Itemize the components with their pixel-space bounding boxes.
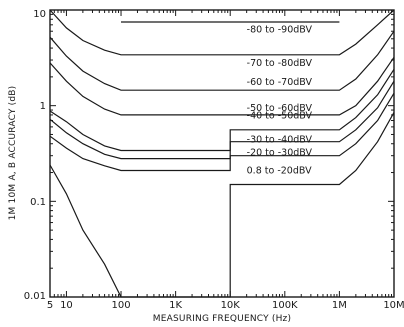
y-axis-title: 1M 10M A, B ACCURACY (dB) xyxy=(8,86,18,221)
x-axis-title: MEASURING FREQUENCY (Hz) xyxy=(153,314,291,324)
x-tick-label: 100K xyxy=(272,300,298,311)
y-tick-labels: 10 1 0.1 0.01 xyxy=(24,9,46,302)
curve-label: -80 to -90dBV xyxy=(247,25,313,36)
accuracy-curve-6 xyxy=(49,80,395,160)
curve-label: -70 to -80dBV xyxy=(247,58,313,69)
y-tick-label: 1 xyxy=(40,101,46,112)
curve-label: -50 to -60dBV xyxy=(247,103,313,114)
accuracy-curve-3 xyxy=(49,30,395,91)
accuracy-curves xyxy=(49,9,395,298)
x-tick-label: 10K xyxy=(221,300,241,311)
x-tick-labels: 5 10 100 1K 10K 100K 1M 10M xyxy=(47,300,404,311)
y-tick-label: 0.01 xyxy=(24,291,46,302)
accuracy-curve-2 xyxy=(49,9,395,56)
curve-label: -60 to -70dBV xyxy=(247,77,313,88)
curve-labels: -80 to -90dBV -70 to -80dBV -60 to -70dBV -… xyxy=(247,25,313,177)
y-tick-label: 10 xyxy=(33,9,46,20)
tick-marks xyxy=(49,9,395,298)
curve-label: -20 to -30dBV xyxy=(247,148,313,159)
x-tick-label: 1M xyxy=(332,300,347,311)
x-tick-label: 10M xyxy=(383,300,404,311)
x-tick-label: 10 xyxy=(60,300,73,311)
y-tick-label: 0.1 xyxy=(30,197,46,208)
accuracy-curve-4 xyxy=(49,56,395,116)
x-tick-label: 5 xyxy=(47,300,53,311)
curve-label: -40 to -50dBV xyxy=(247,111,313,122)
x-tick-label: 1K xyxy=(169,300,182,311)
curve-label: -30 to -40dBV xyxy=(247,135,313,146)
curve-label: 0.8 to -20dBV xyxy=(247,166,312,177)
accuracy-curve-7 xyxy=(49,92,395,172)
x-tick-label: 100 xyxy=(111,300,130,311)
accuracy-curve-8 xyxy=(49,112,395,298)
